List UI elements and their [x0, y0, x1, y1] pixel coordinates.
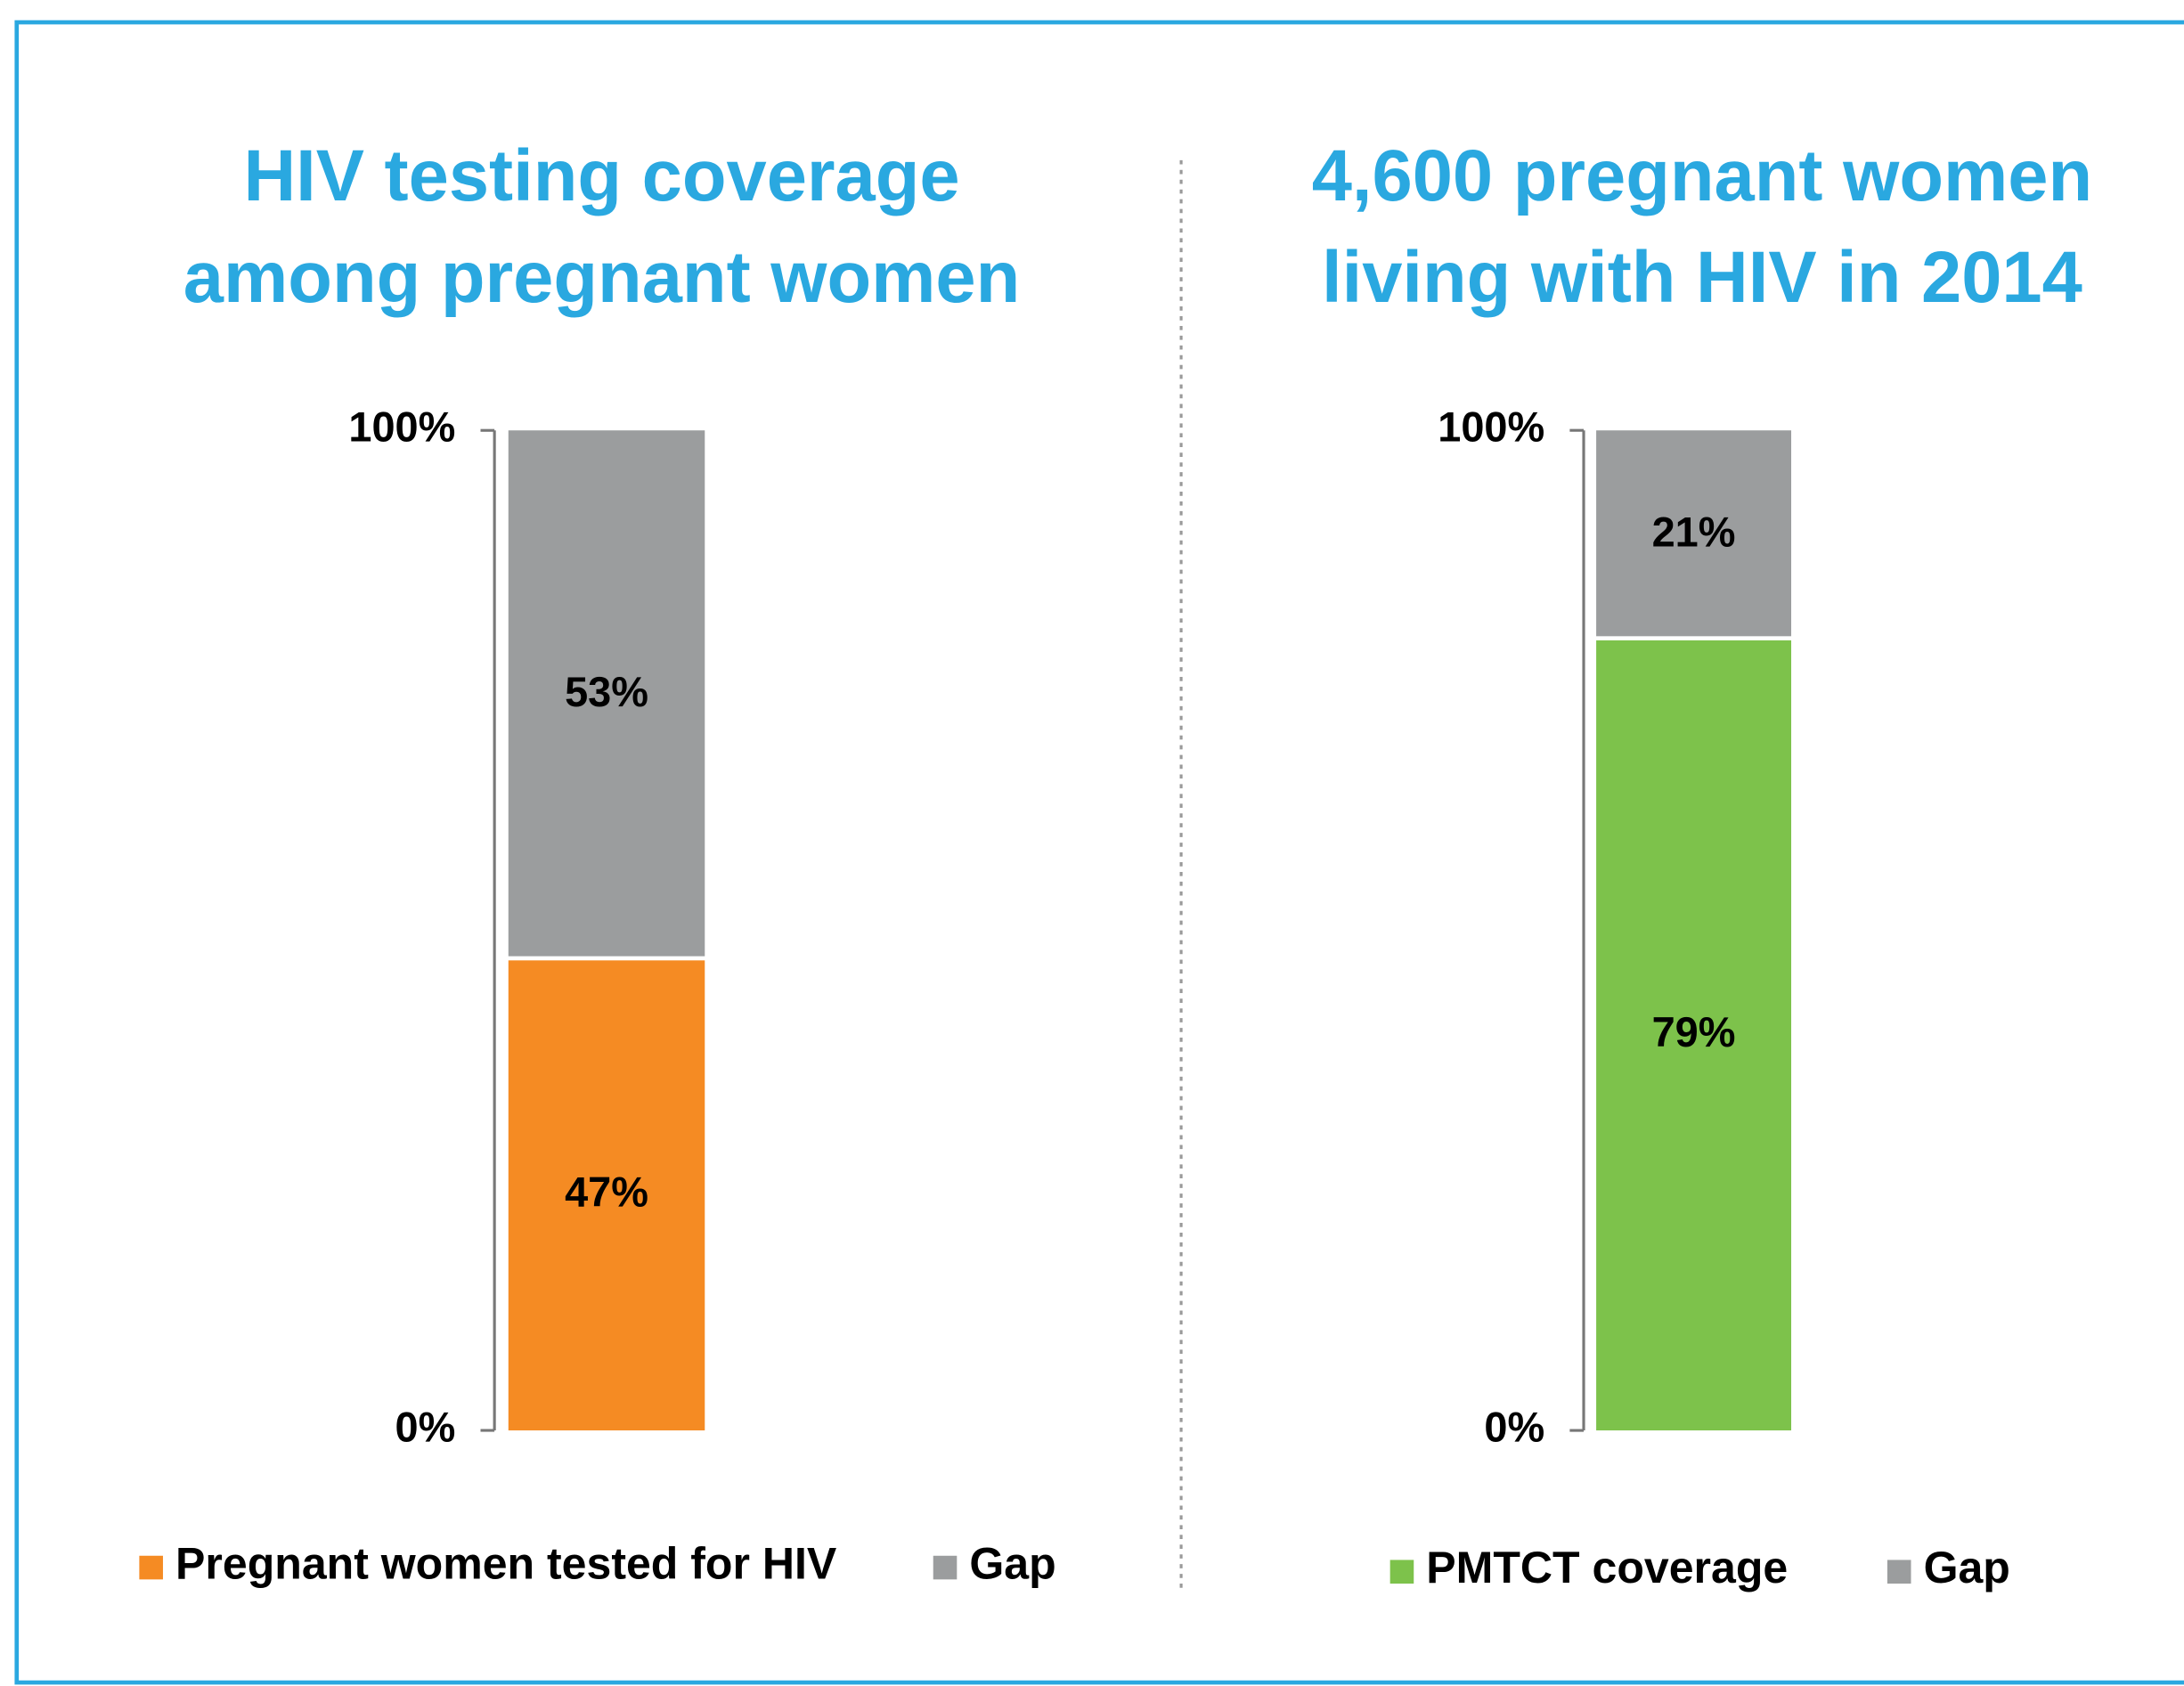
legend-swatch	[139, 1555, 163, 1580]
bar-segment	[508, 430, 705, 957]
legend-swatch	[1887, 1560, 1911, 1584]
chart-title: HIV testing coverage	[243, 135, 959, 216]
legend-swatch	[1389, 1560, 1414, 1584]
value-label: 79%	[1652, 1009, 1736, 1055]
legend-label: PMTCT coverage	[1426, 1543, 1788, 1592]
y-tick-label: 100%	[1438, 404, 1544, 451]
bar-segment	[1596, 430, 1792, 637]
y-tick-label: 0%	[395, 1404, 456, 1450]
legend-swatch	[933, 1555, 958, 1580]
value-label: 47%	[565, 1169, 648, 1216]
chart-title: among pregnant women	[183, 237, 1020, 318]
y-tick-label: 0%	[1484, 1404, 1544, 1450]
chart-title: living with HIV in 2014	[1322, 237, 2082, 318]
legend-label: Pregnant women tested for HIV	[175, 1538, 837, 1588]
value-label: 53%	[565, 669, 648, 715]
bar-segment	[1596, 640, 1792, 1431]
y-tick-label: 100%	[348, 404, 455, 451]
bar-segment	[508, 960, 705, 1431]
legend-label: Gap	[969, 1538, 1055, 1588]
chart-title: 4,600 pregnant women	[1312, 135, 2092, 216]
legend-label: Gap	[1924, 1543, 2010, 1592]
frame	[14, 20, 2184, 1685]
value-label: 21%	[1652, 509, 1736, 556]
